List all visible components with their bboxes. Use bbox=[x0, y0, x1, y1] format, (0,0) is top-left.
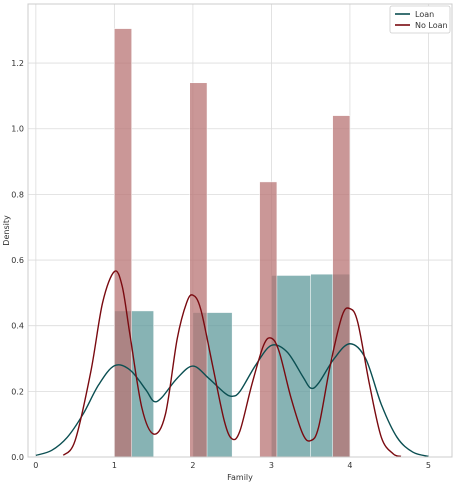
histogram-bars bbox=[114, 28, 351, 458]
no-loan-kde-line bbox=[62, 270, 402, 458]
y-tick-label: 1.2 bbox=[11, 59, 24, 68]
x-tick-label: 1 bbox=[112, 461, 117, 470]
no-loan-bar bbox=[259, 181, 278, 458]
y-tick-label: 0.6 bbox=[11, 256, 24, 265]
no-loan-bar bbox=[189, 82, 208, 458]
x-tick-label: 3 bbox=[269, 461, 274, 470]
x-tick-label: 2 bbox=[190, 461, 195, 470]
y-tick-label: 0.2 bbox=[11, 387, 24, 396]
y-tick-labels: 0.0 0.2 0.4 0.6 0.8 1.0 1.2 bbox=[11, 59, 24, 462]
no-loan-bar bbox=[332, 115, 351, 458]
plot-frame bbox=[27, 3, 453, 458]
x-tick-label: 4 bbox=[347, 461, 352, 470]
x-tick-label: 5 bbox=[426, 461, 431, 470]
y-axis-label: Density bbox=[2, 215, 11, 246]
legend-box bbox=[389, 5, 451, 34]
legend-label-loan: Loan bbox=[415, 10, 434, 19]
legend-label-no-loan: No Loan bbox=[415, 21, 448, 30]
x-tick-labels: 0 1 2 3 4 5 bbox=[33, 461, 431, 470]
y-tick-label: 0.4 bbox=[11, 322, 24, 331]
x-axis-label: Family bbox=[227, 473, 253, 482]
y-tick-label: 0.0 bbox=[11, 453, 24, 462]
loan-bar bbox=[271, 275, 311, 458]
loan-kde-line bbox=[35, 343, 429, 458]
kde-curves bbox=[35, 270, 429, 458]
y-tick-label: 0.8 bbox=[11, 190, 24, 199]
legend: Loan No Loan bbox=[389, 5, 451, 34]
no-loan-bar bbox=[114, 28, 132, 458]
y-tick-label: 1.0 bbox=[11, 125, 24, 134]
x-tick-label: 0 bbox=[33, 461, 38, 470]
grid-lines bbox=[28, 4, 452, 458]
